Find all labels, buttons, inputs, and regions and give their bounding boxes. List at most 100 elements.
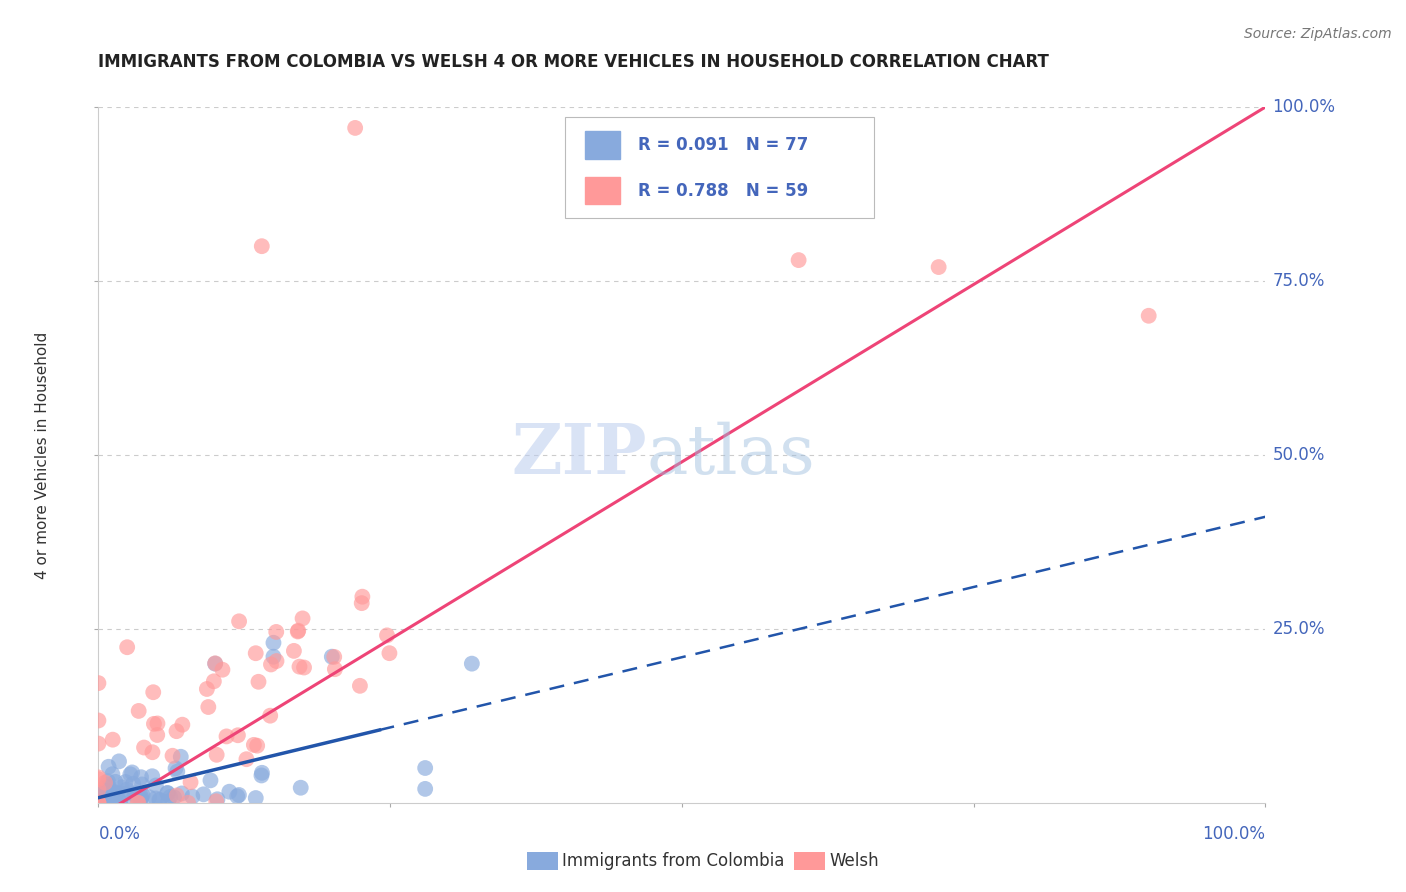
Point (156, 786, 179, 800)
Point (114, 775, 136, 789)
Point (287, 624, 309, 638)
Point (101, 732, 124, 747)
Point (104, 794, 127, 808)
Point (128, 704, 150, 718)
Point (131, 790, 153, 805)
Text: Source: ZipAtlas.com: Source: ZipAtlas.com (1244, 27, 1392, 41)
Point (93, 793, 115, 807)
Point (132, 740, 155, 755)
Text: 50.0%: 50.0% (1272, 446, 1324, 464)
Point (180, 775, 202, 789)
Point (131, 777, 153, 791)
Point (120, 767, 142, 781)
Point (283, 644, 305, 658)
Point (127, 796, 149, 810)
Point (94, 791, 117, 805)
Point (215, 730, 238, 744)
Point (288, 659, 311, 673)
Point (131, 788, 153, 802)
Point (250, 239, 273, 253)
Point (122, 777, 145, 791)
Point (205, 747, 228, 762)
Text: R = 0.788   N = 59: R = 0.788 N = 59 (637, 182, 808, 200)
Point (226, 789, 249, 804)
Point (228, 615, 250, 629)
Point (103, 789, 125, 804)
Point (204, 657, 226, 671)
Point (145, 779, 167, 793)
FancyBboxPatch shape (565, 118, 875, 219)
Point (90, 789, 112, 804)
Point (262, 636, 284, 650)
Point (91, 783, 114, 797)
Point (108, 755, 131, 769)
Point (207, 792, 229, 806)
Point (124, 789, 146, 803)
Point (323, 662, 346, 676)
Point (156, 786, 179, 800)
Point (323, 649, 346, 664)
Text: atlas: atlas (647, 422, 815, 488)
Point (114, 787, 136, 801)
Point (101, 767, 124, 781)
Point (129, 792, 152, 806)
Point (121, 792, 143, 806)
Point (157, 795, 180, 809)
Point (129, 791, 152, 805)
Point (97, 774, 120, 789)
Point (149, 793, 172, 807)
Text: 0.0%: 0.0% (98, 825, 141, 843)
Point (103, 786, 125, 800)
Bar (585, 131, 620, 159)
Text: ZIP: ZIP (512, 421, 647, 489)
Point (115, 782, 138, 797)
Point (87, 772, 110, 787)
Point (165, 761, 187, 775)
Point (90, 790, 112, 805)
Text: 100.0%: 100.0% (1202, 825, 1265, 843)
Point (87, 714, 110, 728)
Point (172, 717, 194, 731)
Point (87, 782, 110, 797)
Point (115, 640, 138, 655)
Point (124, 787, 146, 801)
Point (87, 676, 110, 690)
Point (138, 790, 160, 805)
Point (87, 771, 110, 785)
Point (226, 728, 249, 742)
Point (211, 663, 233, 677)
Text: 25.0%: 25.0% (1272, 620, 1324, 638)
Point (127, 796, 149, 810)
Point (110, 795, 132, 809)
Point (197, 700, 219, 714)
Point (811, 120, 834, 135)
Point (259, 708, 281, 723)
Point (349, 679, 371, 693)
Point (97, 760, 120, 774)
Point (98, 794, 121, 808)
Text: Immigrants from Colombia: Immigrants from Colombia (562, 852, 785, 870)
Point (287, 624, 309, 639)
Point (121, 765, 143, 780)
Point (103, 792, 125, 806)
Point (247, 674, 270, 689)
Point (193, 787, 215, 801)
Point (103, 794, 125, 808)
Text: 100.0%: 100.0% (1272, 98, 1336, 116)
Point (245, 646, 267, 660)
Point (146, 716, 169, 731)
Point (787, 253, 810, 268)
Point (250, 768, 273, 782)
Point (108, 795, 131, 809)
Text: 75.0%: 75.0% (1272, 272, 1324, 290)
Point (91, 790, 114, 805)
Point (145, 791, 167, 805)
Point (344, 120, 367, 135)
Point (105, 786, 128, 800)
Point (94, 775, 117, 789)
Point (148, 793, 170, 807)
Point (96, 792, 118, 806)
Point (266, 654, 288, 668)
Point (87, 796, 110, 810)
Point (159, 789, 181, 804)
